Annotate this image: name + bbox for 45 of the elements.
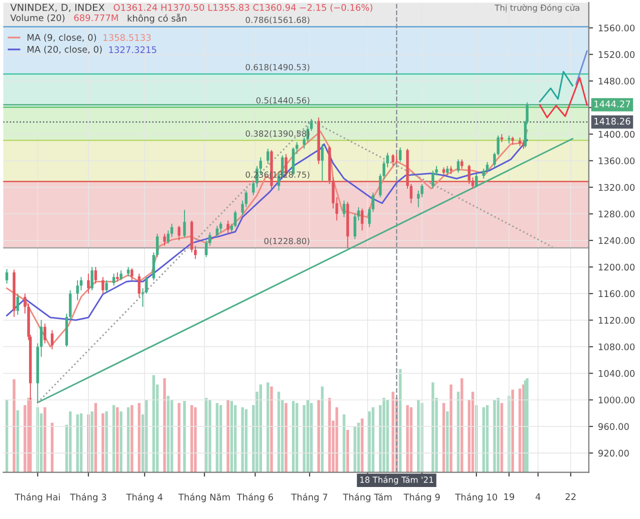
x-tick-label: Tháng Tám [342, 493, 392, 502]
annotation: VNINDEX, D, INDEX [10, 4, 105, 12]
annotation: 0.618(1490.53) [246, 64, 310, 72]
y-tick-label: 1400.00 [598, 130, 635, 138]
x-tick-label: Tháng 9 [404, 493, 440, 502]
annotation: 1327.3215 [109, 46, 156, 54]
x-tick-label: 19 [504, 493, 514, 500]
y-tick-label: 1480.00 [598, 78, 635, 85]
legend-label: MA (9, close, 0) [28, 34, 96, 42]
y-tick-label: 1280.00 [598, 210, 635, 218]
annotation: 689.777M [74, 14, 118, 22]
y-tick-label: 1360.00 [598, 157, 635, 164]
y-tick-label: 1320.00 [598, 184, 635, 191]
y-tick-label: 1040.00 [598, 370, 635, 377]
y-tick-label: 1080.00 [598, 343, 635, 350]
y-tick-label: 1120.00 [598, 316, 635, 324]
y-tick-label: 1240.00 [598, 237, 635, 244]
x-tick-label: 4 [536, 493, 540, 500]
annotation: 0(1228.80) [264, 238, 310, 246]
annotation: không có sẵn [128, 14, 186, 24]
annotation: O1361.24 H1370.50 L1355.83 C1360.94 −2.15 (−0.16%) [114, 4, 372, 12]
x-tick-label: Tháng 7 [291, 493, 328, 502]
x-tick-label: Tháng 6 [236, 493, 274, 502]
y-tick-label: 1000.00 [598, 396, 635, 404]
y-tick-label: 920.00 [598, 450, 629, 457]
x-tick-label: 22 [566, 493, 576, 500]
y-tick-label: 1200.00 [598, 264, 635, 271]
ref-line-label: 1444.27 [594, 100, 630, 108]
x-tick-label: Tháng 10 [455, 493, 498, 502]
legend-label: MA (20, close, 0) [28, 46, 102, 54]
x-tick-label: Tháng 3 [70, 493, 106, 502]
x-tick-label: Tháng 4 [126, 493, 163, 502]
annotation: 0.786(1561.68) [246, 16, 310, 24]
x-tick-label: Tháng Hai [14, 493, 60, 502]
annotation: Volume (20) [10, 14, 64, 22]
y-tick-label: 1160.00 [598, 290, 635, 298]
y-tick-label: 1520.00 [598, 51, 635, 58]
ref-line-label: 18 Tháng Tám '21 [360, 476, 434, 484]
x-tick-label: Tháng Năm [178, 493, 230, 502]
annotation: 1358.5133 [104, 34, 151, 41]
y-tick-label: 960.00 [598, 423, 629, 430]
annotation: Thị trường Đóng cửa [494, 4, 580, 12]
annotation: 0.5(1440.56) [256, 97, 310, 104]
ref-line-label: 1418.26 [594, 118, 630, 125]
y-tick-label: 1560.00 [598, 24, 635, 32]
